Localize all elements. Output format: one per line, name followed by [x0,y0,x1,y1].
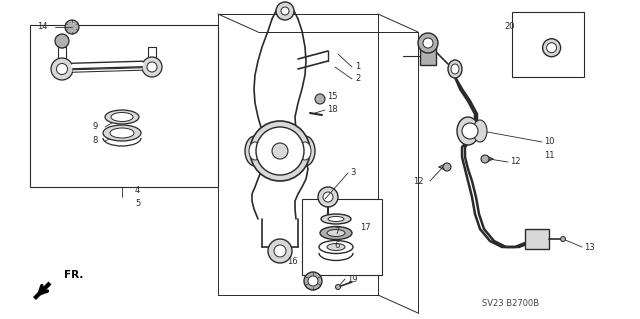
Ellipse shape [299,142,311,160]
Ellipse shape [105,110,139,124]
Text: 8: 8 [93,137,98,145]
Circle shape [276,2,294,20]
Circle shape [268,239,292,263]
Circle shape [308,276,318,286]
Text: 4: 4 [135,187,140,196]
Bar [420,47,436,65]
Circle shape [274,245,286,257]
Circle shape [547,43,557,53]
Circle shape [462,123,478,139]
Circle shape [56,63,67,75]
Circle shape [318,187,338,207]
Circle shape [51,58,73,80]
Text: 12: 12 [413,176,424,186]
Circle shape [256,127,304,175]
Ellipse shape [320,226,352,240]
Ellipse shape [245,136,265,166]
Text: 5: 5 [135,198,140,207]
Text: 17: 17 [360,222,371,232]
Bar [512,12,584,77]
Text: 6: 6 [335,241,340,250]
Text: 18: 18 [327,106,338,115]
Ellipse shape [457,117,479,145]
Circle shape [315,94,325,104]
Text: 15: 15 [327,93,337,101]
Bar [525,229,549,249]
Text: 16: 16 [287,257,298,266]
Circle shape [335,285,340,290]
Text: 14: 14 [38,23,48,32]
Circle shape [543,39,561,57]
Ellipse shape [249,142,261,160]
Ellipse shape [327,243,345,250]
Bar [30,25,218,187]
Text: 2: 2 [355,75,360,84]
Ellipse shape [473,120,487,142]
Circle shape [323,192,333,202]
Ellipse shape [103,125,141,141]
Text: 12: 12 [510,158,520,167]
Ellipse shape [321,214,351,224]
Ellipse shape [110,128,134,138]
Ellipse shape [327,229,345,236]
Text: SV23 B2700B: SV23 B2700B [482,299,539,308]
Circle shape [418,33,438,53]
Circle shape [423,38,433,48]
Text: 3: 3 [350,168,355,177]
Circle shape [304,272,322,290]
Text: FR.: FR. [64,270,83,280]
Circle shape [250,121,310,181]
Ellipse shape [111,113,133,122]
Circle shape [281,7,289,15]
Ellipse shape [448,60,462,78]
Text: 11: 11 [544,151,554,160]
Circle shape [272,143,288,159]
Circle shape [142,57,162,77]
Bar [302,199,382,275]
Circle shape [65,20,79,34]
Text: 1: 1 [355,63,360,71]
Text: 20: 20 [504,23,515,32]
Ellipse shape [319,241,353,254]
Ellipse shape [295,136,315,166]
Circle shape [481,155,489,163]
Circle shape [443,163,451,171]
Ellipse shape [451,64,459,74]
Text: 7: 7 [335,227,340,236]
Circle shape [561,236,566,241]
Circle shape [55,34,69,48]
Text: 10: 10 [544,137,554,146]
Text: 9: 9 [93,122,98,131]
Ellipse shape [328,217,344,221]
Text: 19: 19 [347,275,358,284]
Text: 13: 13 [584,242,595,251]
Circle shape [147,62,157,72]
